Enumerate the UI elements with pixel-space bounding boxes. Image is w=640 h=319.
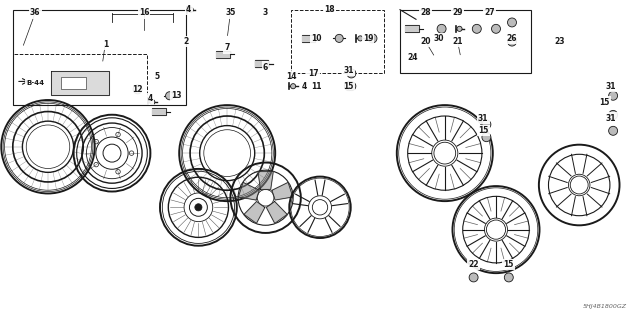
Text: 15: 15 (344, 82, 354, 91)
Text: 21: 21 (452, 37, 463, 46)
Bar (13, 54, 147, 105)
Circle shape (482, 120, 491, 129)
Text: 4: 4 (301, 82, 307, 91)
Text: 3: 3 (263, 8, 268, 18)
Polygon shape (244, 202, 265, 223)
Text: 5: 5 (154, 72, 159, 81)
Text: 13: 13 (171, 91, 181, 100)
Text: 31: 31 (344, 66, 354, 75)
Text: 16: 16 (139, 8, 149, 18)
Polygon shape (405, 25, 419, 33)
Text: 28: 28 (420, 8, 431, 18)
Text: 26: 26 (507, 34, 517, 43)
Text: 29: 29 (452, 8, 463, 18)
Text: 12: 12 (132, 85, 143, 94)
Polygon shape (258, 172, 273, 189)
Circle shape (482, 133, 491, 142)
Circle shape (344, 82, 353, 91)
Text: 14: 14 (286, 72, 296, 81)
Circle shape (437, 24, 446, 33)
Polygon shape (266, 202, 287, 223)
Text: 36: 36 (30, 8, 40, 18)
Circle shape (508, 37, 516, 46)
Circle shape (291, 84, 296, 89)
Bar (291, 10, 384, 73)
Polygon shape (238, 182, 259, 200)
Text: 35: 35 (225, 8, 236, 18)
Text: 15: 15 (478, 126, 488, 135)
Circle shape (609, 91, 618, 100)
Text: 30: 30 (433, 34, 444, 43)
Circle shape (195, 204, 202, 211)
Polygon shape (51, 71, 109, 94)
Bar (400, 10, 531, 73)
Circle shape (508, 18, 516, 27)
Circle shape (609, 126, 618, 135)
Text: 23: 23 (555, 37, 565, 46)
Text: 15: 15 (600, 98, 610, 107)
Circle shape (347, 69, 356, 78)
Text: 1: 1 (103, 40, 108, 49)
Text: 4: 4 (186, 5, 191, 14)
Circle shape (609, 110, 618, 119)
Text: 27: 27 (484, 8, 495, 18)
Circle shape (469, 273, 478, 282)
Circle shape (150, 100, 155, 105)
Circle shape (504, 273, 513, 282)
Text: 6: 6 (263, 63, 268, 71)
Circle shape (472, 24, 481, 33)
Polygon shape (272, 182, 293, 200)
Polygon shape (255, 60, 268, 67)
Polygon shape (216, 51, 230, 58)
Bar (13, 10, 186, 105)
Text: B-44: B-44 (26, 80, 44, 86)
Polygon shape (152, 108, 166, 115)
Text: 18: 18 (324, 5, 335, 14)
Text: 31: 31 (478, 114, 488, 122)
Circle shape (166, 92, 173, 100)
Text: 10: 10 (312, 34, 322, 43)
Text: 31: 31 (606, 82, 616, 91)
Text: 17: 17 (308, 69, 319, 78)
Text: 4: 4 (148, 94, 153, 103)
Text: 24: 24 (408, 53, 418, 62)
Text: 11: 11 (312, 82, 322, 91)
Polygon shape (255, 60, 268, 67)
Text: 31: 31 (606, 114, 616, 122)
Circle shape (358, 36, 363, 41)
Text: 7: 7 (225, 43, 230, 52)
Text: 20: 20 (420, 37, 431, 46)
Circle shape (347, 82, 356, 91)
Circle shape (335, 34, 343, 42)
Text: 15: 15 (504, 260, 514, 269)
Circle shape (457, 26, 462, 31)
Bar (61, 77, 86, 89)
Circle shape (188, 7, 193, 12)
Text: 2: 2 (183, 37, 188, 46)
Text: 19: 19 (363, 34, 373, 43)
Text: 22: 22 (468, 260, 479, 269)
Text: 5HJ4B1800GZ: 5HJ4B1800GZ (583, 304, 627, 309)
Circle shape (368, 34, 377, 43)
Circle shape (492, 24, 500, 33)
Polygon shape (301, 35, 315, 42)
Circle shape (133, 85, 142, 94)
